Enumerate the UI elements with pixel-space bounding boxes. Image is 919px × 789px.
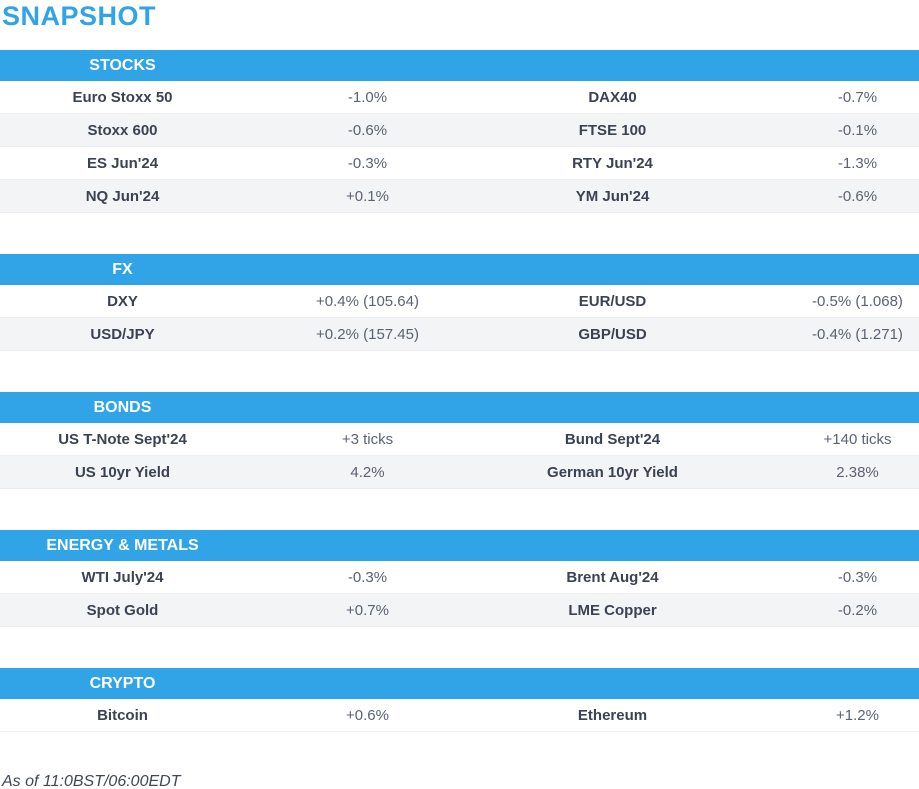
instrument-name: FTSE 100 — [578, 121, 647, 139]
section-fx: FX DXY +0.4% (105.64) EUR/USD -0.5% (1.068) U… — [0, 254, 919, 351]
section-bonds: BONDS US T-Note Sept'24 +3 ticks Bund Sept'… — [0, 392, 919, 489]
instrument-value: +0.4% (105.64) — [316, 292, 419, 310]
section-title: CRYPTO — [89, 674, 156, 692]
section-title: FX — [112, 260, 133, 278]
instrument-name: Bund Sept'24 — [564, 430, 661, 448]
table-row: Euro Stoxx 50 -1.0% DAX40 -0.7% — [0, 81, 919, 114]
instrument-name: Brent Aug'24 — [566, 568, 659, 586]
instrument-name: WTI July'24 — [81, 568, 164, 586]
instrument-value: -0.2% — [837, 601, 878, 619]
instrument-value: 4.2% — [350, 463, 385, 481]
instrument-name: Stoxx 600 — [87, 121, 158, 139]
table-row: Spot Gold +0.7% LME Copper -0.2% — [0, 594, 919, 627]
instrument-value: -0.6% — [347, 121, 388, 139]
instrument-name: GBP/USD — [578, 325, 647, 343]
instrument-value: -0.3% — [347, 568, 388, 586]
instrument-value: -0.7% — [837, 88, 878, 106]
instrument-name: EUR/USD — [578, 292, 647, 310]
instrument-value: +0.6% — [346, 706, 389, 724]
instrument-value: +140 ticks — [823, 430, 892, 448]
instrument-name: US 10yr Yield — [74, 463, 171, 481]
instrument-name: RTY Jun'24 — [572, 154, 653, 172]
section-energy-metals: ENERGY & METALS WTI July'24 -0.3% Brent Aug… — [0, 530, 919, 627]
instrument-name: LME Copper — [568, 601, 657, 619]
instrument-value: -0.5% (1.068) — [812, 292, 903, 310]
instrument-name: Bitcoin — [97, 706, 148, 724]
instrument-name: Ethereum — [577, 706, 648, 724]
instrument-value: +0.2% (157.45) — [316, 325, 419, 343]
table-row: NQ Jun'24 +0.1% YM Jun'24 -0.6% — [0, 180, 919, 213]
instrument-value: +0.1% — [346, 187, 389, 205]
instrument-value: -0.3% — [837, 568, 878, 586]
table-row: ES Jun'24 -0.3% RTY Jun'24 -1.3% — [0, 147, 919, 180]
instrument-name: ES Jun'24 — [86, 154, 159, 172]
instrument-name: DXY — [107, 292, 138, 310]
instrument-value: -0.3% — [347, 154, 388, 172]
section-header-band: FX — [0, 254, 919, 285]
table-row: USD/JPY +0.2% (157.45) GBP/USD -0.4% (1.271… — [0, 318, 919, 351]
instrument-value: -1.0% — [347, 88, 388, 106]
snapshot-table: STOCKS Euro Stoxx 50 -1.0% DAX40 -0.7% Stoxx … — [0, 50, 919, 732]
instrument-value: -1.3% — [837, 154, 878, 172]
instrument-name: DAX40 — [588, 88, 637, 106]
instrument-name: German 10yr Yield — [547, 463, 678, 481]
instrument-value: -0.4% (1.271) — [812, 325, 903, 343]
table-row: WTI July'24 -0.3% Brent Aug'24 -0.3% — [0, 561, 919, 594]
instrument-value: -0.1% — [837, 121, 878, 139]
instrument-value: 2.38% — [836, 463, 879, 481]
timestamp-footnote: As of 11:0BST/06:00EDT — [2, 773, 181, 789]
instrument-name: USD/JPY — [90, 325, 155, 343]
section-header-band: CRYPTO — [0, 668, 919, 699]
section-stocks: STOCKS Euro Stoxx 50 -1.0% DAX40 -0.7% Stoxx … — [0, 50, 919, 213]
section-title: STOCKS — [89, 56, 156, 74]
section-header-band: ENERGY & METALS — [0, 530, 919, 561]
instrument-name: YM Jun'24 — [575, 187, 650, 205]
section-crypto: CRYPTO Bitcoin +0.6% Ethereum +1.2% — [0, 668, 919, 732]
instrument-value: +1.2% — [836, 706, 879, 724]
instrument-value: -0.6% — [837, 187, 878, 205]
section-title: ENERGY & METALS — [46, 536, 199, 554]
table-row: Bitcoin +0.6% Ethereum +1.2% — [0, 699, 919, 732]
section-title: BONDS — [93, 398, 152, 416]
section-header-band: BONDS — [0, 392, 919, 423]
section-header-band: STOCKS — [0, 50, 919, 81]
table-row: DXY +0.4% (105.64) EUR/USD -0.5% (1.068) — [0, 285, 919, 318]
page-title: SNAPSHOT — [2, 1, 157, 31]
table-row: US T-Note Sept'24 +3 ticks Bund Sept'24 +14… — [0, 423, 919, 456]
table-row: Stoxx 600 -0.6% FTSE 100 -0.1% — [0, 114, 919, 147]
instrument-name: US T-Note Sept'24 — [58, 430, 187, 448]
instrument-name: Spot Gold — [86, 601, 159, 619]
instrument-name: NQ Jun'24 — [85, 187, 160, 205]
instrument-name: Euro Stoxx 50 — [72, 88, 173, 106]
instrument-value: +0.7% — [346, 601, 389, 619]
table-row: US 10yr Yield 4.2% German 10yr Yield 2.38% — [0, 456, 919, 489]
instrument-value: +3 ticks — [341, 430, 394, 448]
